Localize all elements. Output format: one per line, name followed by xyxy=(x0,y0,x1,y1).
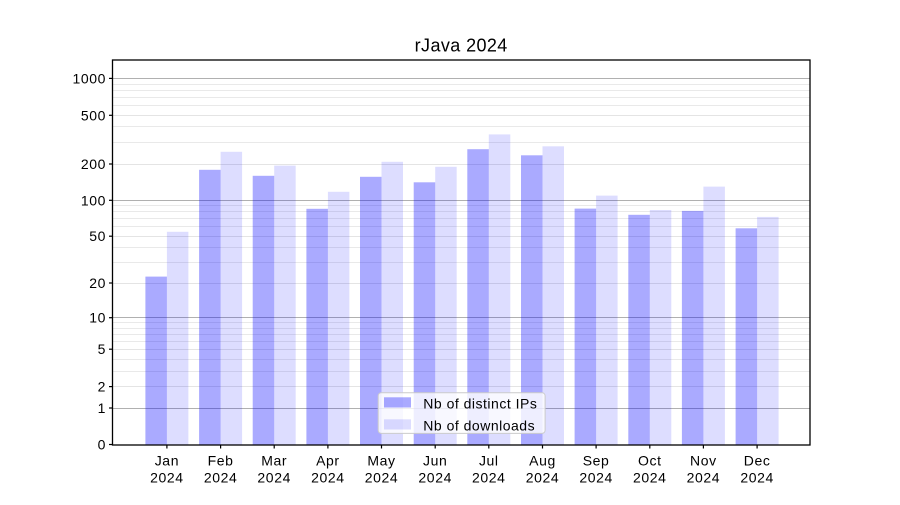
svg-text:0: 0 xyxy=(98,437,106,453)
svg-text:Jan: Jan xyxy=(155,453,179,469)
svg-text:Apr: Apr xyxy=(316,453,340,469)
svg-text:200: 200 xyxy=(81,156,106,172)
svg-text:100: 100 xyxy=(81,192,106,208)
svg-text:2024: 2024 xyxy=(633,469,667,485)
svg-text:Feb: Feb xyxy=(208,453,234,469)
svg-text:2024: 2024 xyxy=(311,469,345,485)
svg-text:500: 500 xyxy=(81,107,106,123)
svg-text:Aug: Aug xyxy=(529,453,556,469)
svg-text:2: 2 xyxy=(98,379,106,395)
svg-text:5: 5 xyxy=(98,341,106,357)
svg-text:50: 50 xyxy=(89,228,106,244)
svg-text:2024: 2024 xyxy=(150,469,184,485)
svg-text:Mar: Mar xyxy=(261,453,287,469)
svg-text:1000: 1000 xyxy=(72,70,106,86)
svg-text:1: 1 xyxy=(98,400,106,416)
svg-text:2024: 2024 xyxy=(418,469,452,485)
svg-text:Nb of downloads: Nb of downloads xyxy=(423,417,535,433)
svg-text:Dec: Dec xyxy=(744,453,771,469)
svg-text:Jun: Jun xyxy=(423,453,447,469)
svg-text:2024: 2024 xyxy=(257,469,291,485)
svg-text:2024: 2024 xyxy=(472,469,506,485)
svg-text:May: May xyxy=(367,453,395,469)
svg-text:Nov: Nov xyxy=(690,453,717,469)
svg-text:2024: 2024 xyxy=(365,469,399,485)
svg-text:2024: 2024 xyxy=(526,469,560,485)
svg-text:20: 20 xyxy=(89,275,106,291)
svg-text:Sep: Sep xyxy=(583,453,610,469)
svg-text:2024: 2024 xyxy=(579,469,613,485)
svg-text:2024: 2024 xyxy=(687,469,721,485)
svg-text:2024: 2024 xyxy=(740,469,774,485)
svg-text:Nb of distinct IPs: Nb of distinct IPs xyxy=(423,395,537,411)
svg-text:Jul: Jul xyxy=(479,453,499,469)
svg-text:Oct: Oct xyxy=(638,453,662,469)
svg-text:2024: 2024 xyxy=(204,469,238,485)
svg-text:10: 10 xyxy=(89,310,106,326)
svg-text:rJava 2024: rJava 2024 xyxy=(415,36,508,56)
